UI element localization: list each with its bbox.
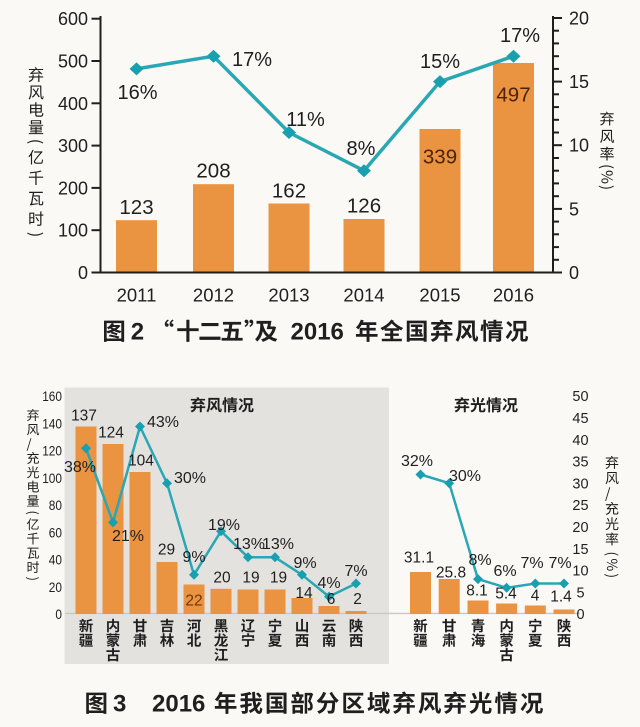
svg-text:2016: 2016 [152,691,205,718]
svg-text:2: 2 [353,591,362,608]
svg-text:0: 0 [78,263,88,283]
svg-text:6: 6 [327,591,336,608]
svg-text:0: 0 [569,263,579,283]
svg-text:17%: 17% [232,49,272,71]
svg-text:20: 20 [572,520,588,536]
svg-text:4%: 4% [317,575,340,592]
svg-text:8%: 8% [347,138,376,160]
svg-text:15: 15 [572,542,588,558]
svg-text:3: 3 [113,691,126,718]
svg-text:497: 497 [496,83,530,106]
svg-text:300: 300 [58,136,88,156]
svg-text:2016: 2016 [291,319,344,346]
svg-text:10: 10 [569,136,589,156]
svg-text:19: 19 [242,570,259,587]
svg-text:2015: 2015 [419,285,460,306]
svg-text:9%: 9% [182,549,205,566]
svg-text:19: 19 [270,570,287,587]
svg-text:2013: 2013 [268,285,309,306]
svg-text:14: 14 [295,585,313,602]
svg-text:7%: 7% [548,555,571,572]
svg-text:162: 162 [272,179,306,202]
svg-text:124: 124 [98,425,124,442]
svg-text:31.1: 31.1 [404,550,434,567]
svg-text:5: 5 [569,199,579,219]
svg-text:100: 100 [58,221,88,241]
svg-text:15%: 15% [420,51,460,73]
svg-text:50: 50 [572,389,588,405]
svg-text:2011: 2011 [117,285,157,306]
svg-text:6%: 6% [493,563,516,580]
svg-text:21%: 21% [112,528,144,545]
svg-text:140: 140 [42,415,62,431]
svg-text:25.8: 25.8 [436,565,466,582]
svg-text:40: 40 [572,433,588,449]
svg-text:13%: 13% [233,536,265,553]
svg-text:8%: 8% [468,552,491,569]
svg-text:400: 400 [58,94,88,114]
svg-text:9%: 9% [293,555,316,572]
svg-text:2016: 2016 [493,285,534,306]
svg-text:80: 80 [49,497,62,513]
svg-text:15: 15 [569,72,589,92]
svg-text:17%: 17% [500,25,540,47]
svg-text:7%: 7% [520,555,543,572]
svg-text:104: 104 [128,453,154,470]
svg-text:600: 600 [58,9,88,29]
svg-text:20: 20 [569,9,589,29]
svg-text:123: 123 [119,196,153,219]
svg-text:339: 339 [423,145,457,168]
svg-text:10: 10 [572,564,588,580]
svg-text:5.4: 5.4 [495,586,517,603]
svg-text:2012: 2012 [193,285,234,306]
svg-text:0: 0 [55,606,62,622]
svg-text:4: 4 [531,588,540,605]
svg-text:120: 120 [42,443,62,459]
svg-text:43%: 43% [147,414,179,431]
svg-text:11%: 11% [286,109,325,131]
svg-text:2: 2 [131,319,144,346]
svg-text:2014: 2014 [343,285,384,306]
svg-text:5: 5 [576,585,584,601]
svg-text:32%: 32% [401,453,433,470]
svg-text:20: 20 [213,570,231,587]
svg-text:126: 126 [347,194,381,217]
svg-text:25: 25 [572,498,588,514]
svg-text:160: 160 [42,388,62,404]
svg-text:137: 137 [71,408,97,425]
svg-text:45: 45 [572,411,588,427]
svg-text:1.4: 1.4 [550,589,572,606]
svg-text:20: 20 [49,579,62,595]
svg-text:30: 30 [572,476,588,492]
svg-text:30%: 30% [449,468,481,485]
svg-text:100: 100 [42,470,62,486]
svg-text:19%: 19% [208,517,240,534]
svg-text:22: 22 [185,593,202,610]
svg-text:40: 40 [49,552,62,568]
svg-text:29: 29 [158,542,175,559]
svg-text:16%: 16% [117,82,157,104]
svg-text:8.1: 8.1 [466,583,488,600]
svg-text:200: 200 [58,178,88,198]
svg-text:0: 0 [576,607,584,623]
svg-text:38%: 38% [64,459,96,476]
svg-text:35: 35 [572,455,588,471]
svg-text:500: 500 [58,52,88,72]
svg-text:7%: 7% [344,563,367,580]
svg-text:30%: 30% [174,470,206,487]
svg-text:208: 208 [196,159,230,182]
svg-text:13%: 13% [262,536,294,553]
svg-text:60: 60 [49,524,62,540]
